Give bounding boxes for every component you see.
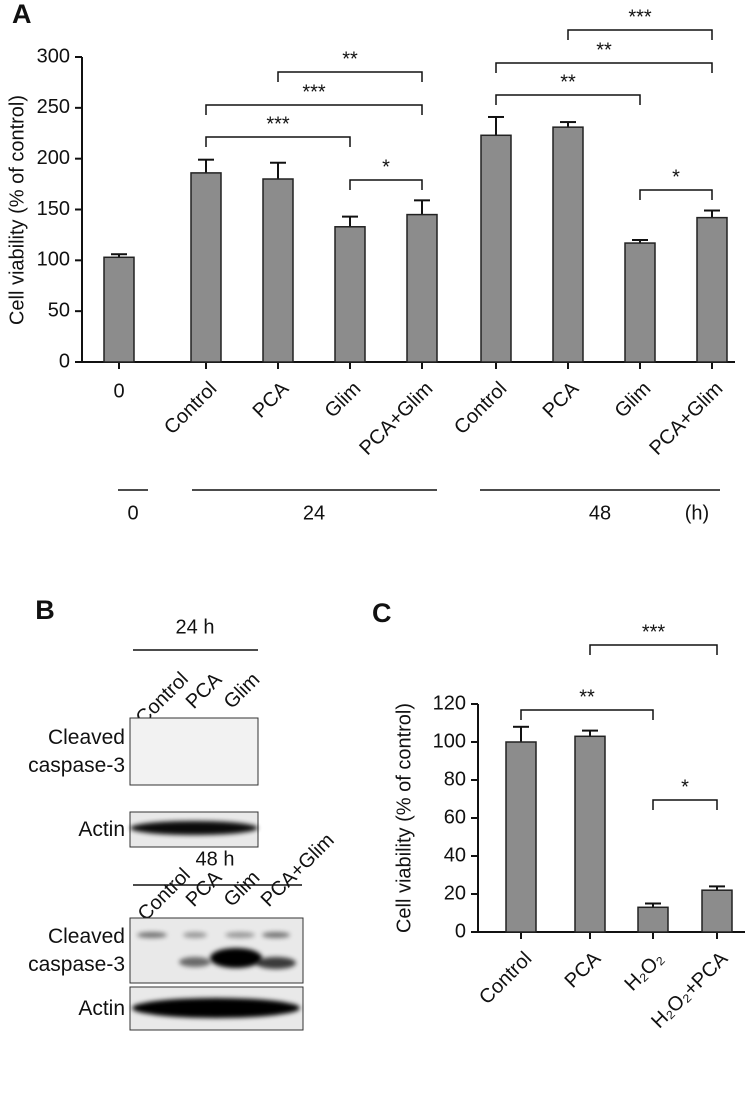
- significance-bracket: [495, 62, 713, 73]
- blot-band: [225, 932, 255, 938]
- x-unit: (h): [685, 502, 709, 524]
- y-tick-label: 80: [444, 768, 466, 790]
- bar: [574, 735, 606, 933]
- significance-bracket: [589, 644, 718, 655]
- y-tick-label: 100: [433, 730, 466, 752]
- blot-band: [132, 998, 300, 1018]
- y-tick-label: 0: [59, 350, 70, 372]
- bar: [103, 256, 135, 363]
- time-label: 48 h: [196, 848, 235, 870]
- y-tick-label: 120: [433, 692, 466, 714]
- y-tick-label: 60: [444, 806, 466, 828]
- significance-label: **: [342, 48, 358, 70]
- significance-label: *: [672, 166, 680, 188]
- x-tick-label: Glim: [611, 378, 656, 423]
- significance-bracket: [520, 709, 654, 720]
- blot-band: [210, 948, 262, 968]
- row-label: Actin: [78, 817, 125, 841]
- bar: [262, 178, 294, 363]
- group-label: 0: [127, 502, 138, 524]
- x-tick-label: PCA: [249, 377, 294, 422]
- panel-label: C: [372, 598, 392, 628]
- y-tick-label: 200: [37, 147, 70, 169]
- bar: [624, 242, 656, 363]
- group-label: 48: [589, 502, 611, 524]
- bar: [505, 741, 537, 933]
- significance-label: *: [382, 156, 390, 178]
- y-tick-label: 100: [37, 249, 70, 271]
- x-tick-label: Control: [475, 948, 536, 1009]
- x-tick-label: PCA: [561, 947, 606, 992]
- bar: [701, 889, 733, 933]
- significance-bracket: [495, 94, 641, 105]
- significance-bracket: [349, 179, 423, 190]
- y-tick-label: 50: [48, 299, 70, 321]
- significance-label: ***: [642, 621, 666, 643]
- significance-label: **: [560, 71, 576, 93]
- significance-label: *: [681, 776, 689, 798]
- significance-bracket: [205, 136, 351, 147]
- y-tick-label: 40: [444, 844, 466, 866]
- x-tick-label: PCA+Glim: [645, 378, 727, 460]
- blot-band: [130, 821, 258, 835]
- row-label: Cleaved caspase-3: [28, 924, 125, 976]
- x-tick-label: PCA+Glim: [355, 378, 437, 460]
- group-label: 24: [303, 502, 325, 524]
- significance-bracket: [205, 104, 423, 115]
- lane-label: Glim: [220, 867, 265, 912]
- bar: [190, 172, 222, 363]
- bar: [334, 226, 366, 363]
- panel-label: A: [12, 0, 32, 29]
- blot-image: [129, 917, 304, 984]
- lane-label: PCA: [182, 866, 227, 911]
- lane-label: PCA: [182, 668, 227, 713]
- blot-image: [129, 717, 259, 786]
- lane-label: Glim: [220, 669, 265, 714]
- blot-band: [256, 957, 296, 969]
- y-tick-label: 300: [37, 45, 70, 67]
- significance-bracket: [639, 189, 713, 200]
- row-label: Actin: [78, 996, 125, 1020]
- significance-label: **: [579, 686, 595, 708]
- x-tick-label: PCA: [539, 377, 584, 422]
- significance-label: **: [596, 39, 612, 61]
- y-axis-title: Cell viability (% of control): [6, 95, 28, 325]
- bar: [406, 213, 438, 363]
- significance-label: ***: [302, 81, 326, 103]
- significance-label: ***: [628, 6, 652, 28]
- panel-label: B: [35, 595, 55, 625]
- x-tick-label: Control: [450, 378, 511, 439]
- time-label: 24 h: [176, 616, 215, 638]
- x-tick-label: Glim: [321, 378, 366, 423]
- bar: [696, 216, 728, 363]
- blot-band: [137, 932, 167, 938]
- blot-band: [179, 957, 211, 967]
- y-tick-label: 20: [444, 882, 466, 904]
- y-tick-label: 150: [37, 198, 70, 220]
- bar: [552, 126, 584, 363]
- significance-bracket: [567, 29, 713, 40]
- y-axis-title: Cell viability (% of control): [393, 703, 415, 933]
- blot-band: [262, 932, 290, 938]
- significance-bracket: [652, 799, 718, 810]
- lane-label: PCA+Glim: [257, 829, 339, 911]
- blot-band: [183, 932, 207, 938]
- bar: [480, 134, 512, 363]
- bar: [637, 906, 669, 933]
- x-tick-label: H₂O₂: [621, 948, 669, 996]
- y-tick-label: 250: [37, 96, 70, 118]
- row-label: Cleaved caspase-3: [28, 725, 125, 777]
- significance-bracket: [277, 71, 423, 82]
- x-tick-label: 0: [113, 380, 124, 402]
- x-tick-label: Control: [160, 378, 221, 439]
- significance-label: ***: [266, 113, 290, 135]
- y-tick-label: 0: [455, 920, 466, 942]
